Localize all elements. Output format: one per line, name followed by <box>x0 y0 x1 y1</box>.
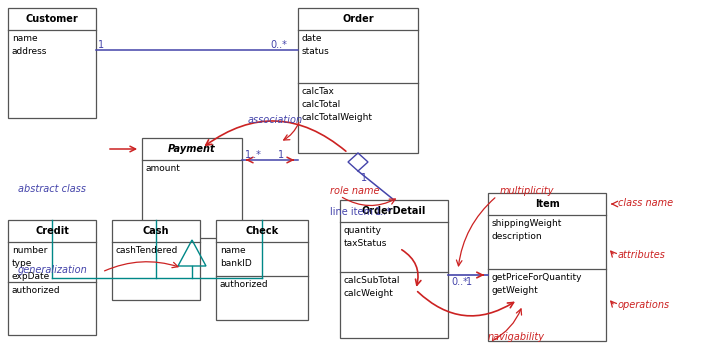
Text: 0..*: 0..* <box>451 277 468 287</box>
Text: expDate: expDate <box>12 272 50 281</box>
Bar <box>8 220 96 335</box>
Text: Item: Item <box>535 199 559 209</box>
Text: Check: Check <box>246 226 279 236</box>
Text: Cash: Cash <box>143 226 169 236</box>
Text: operations: operations <box>618 300 670 310</box>
Text: authorized: authorized <box>12 286 61 295</box>
Text: calcSubTotal: calcSubTotal <box>344 276 401 285</box>
Text: Credit: Credit <box>35 226 69 236</box>
Text: 1: 1 <box>466 277 472 287</box>
Text: 1..*: 1..* <box>245 150 262 160</box>
Text: calcTax: calcTax <box>302 87 335 96</box>
Text: OrderDetail: OrderDetail <box>362 206 426 216</box>
Text: role name: role name <box>330 186 379 196</box>
Text: calcTotal: calcTotal <box>302 100 341 109</box>
Text: 1: 1 <box>278 150 284 160</box>
Text: calcTotalWeight: calcTotalWeight <box>302 113 373 122</box>
Text: Payment: Payment <box>169 144 216 154</box>
Text: Customer: Customer <box>25 14 79 24</box>
Text: line item: line item <box>330 207 373 217</box>
Text: status: status <box>302 47 330 56</box>
Text: authorized: authorized <box>220 279 268 288</box>
Bar <box>112 220 200 300</box>
Text: abstract class: abstract class <box>18 184 86 194</box>
Text: attributes: attributes <box>618 250 666 260</box>
Text: date: date <box>302 34 323 43</box>
Text: 1: 1 <box>361 173 367 183</box>
Text: amount: amount <box>146 164 181 173</box>
Text: Order: Order <box>342 14 374 24</box>
Text: address: address <box>12 47 47 56</box>
Text: class name: class name <box>618 198 673 208</box>
Text: 1: 1 <box>98 40 104 50</box>
Text: quantity: quantity <box>344 226 382 235</box>
Bar <box>298 8 418 153</box>
Text: number: number <box>12 246 47 255</box>
Text: calcWeight: calcWeight <box>344 289 394 298</box>
Text: type: type <box>12 259 33 268</box>
Text: description: description <box>492 232 542 241</box>
Bar <box>216 220 308 320</box>
Text: 1..*: 1..* <box>375 207 392 217</box>
Text: taxStatus: taxStatus <box>344 239 387 248</box>
Bar <box>340 200 448 338</box>
Text: multiplicity: multiplicity <box>500 186 554 196</box>
Text: bankID: bankID <box>220 259 252 268</box>
Bar <box>142 138 242 238</box>
Text: navigability: navigability <box>488 332 545 342</box>
Text: name: name <box>12 34 38 43</box>
Text: getWeight: getWeight <box>492 286 539 295</box>
Bar <box>488 193 606 341</box>
Bar <box>8 8 96 118</box>
Text: name: name <box>220 246 246 255</box>
Text: 0..*: 0..* <box>270 40 287 50</box>
Text: shippingWeight: shippingWeight <box>492 219 562 228</box>
Text: association: association <box>248 115 303 125</box>
Text: cashTendered: cashTendered <box>116 246 178 255</box>
Text: generalization: generalization <box>18 265 88 275</box>
Text: getPriceForQuantity: getPriceForQuantity <box>492 273 583 282</box>
